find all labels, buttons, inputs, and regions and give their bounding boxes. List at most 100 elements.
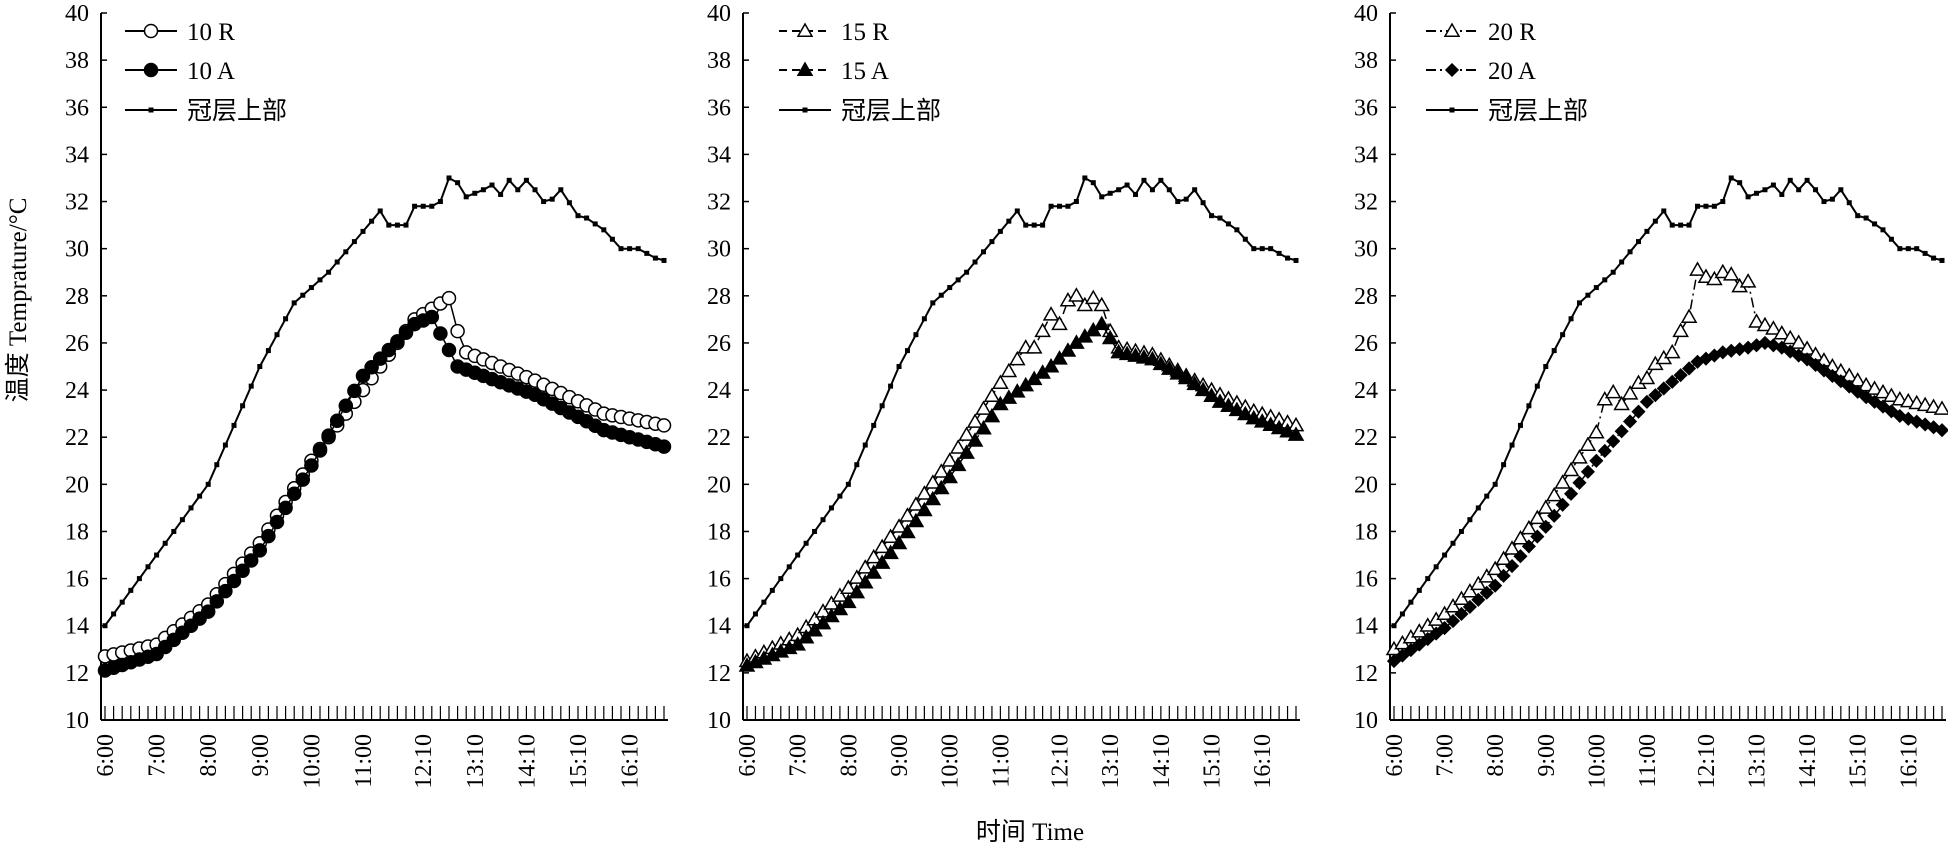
y-tick-label: 12 [1354, 661, 1378, 687]
y-tick-label: 40 [65, 1, 89, 27]
data-point [949, 439, 967, 454]
data-point [786, 564, 792, 570]
x-tick-label: 14:10 [514, 734, 540, 789]
data-point [1838, 187, 1844, 193]
data-point [1141, 177, 1147, 183]
data-point [283, 316, 289, 322]
data-point [145, 564, 151, 570]
y-tick-label: 30 [707, 237, 731, 263]
data-point [1084, 289, 1102, 305]
data-point [1268, 246, 1274, 252]
data-point [1429, 626, 1444, 641]
data-point [515, 187, 521, 193]
data-point [1934, 423, 1948, 438]
data-point [873, 554, 891, 569]
data-point [1680, 308, 1698, 324]
data-point [1251, 246, 1257, 252]
data-point [1597, 443, 1612, 459]
data-point [403, 222, 409, 228]
data-point [1606, 434, 1621, 449]
data-point [1042, 357, 1060, 373]
data-point [429, 203, 435, 209]
data-point [1057, 203, 1063, 209]
data-point [975, 420, 992, 435]
legend-swatch-marker [1449, 107, 1455, 113]
data-point [848, 569, 866, 584]
data-point [1149, 187, 1155, 193]
data-point [1501, 462, 1507, 468]
x-axis-title: 时间 Time [976, 818, 1084, 846]
data-point [1194, 381, 1212, 397]
data-point [899, 523, 916, 539]
data-point [1169, 365, 1187, 380]
data-point [1073, 199, 1079, 205]
data-point [1669, 222, 1675, 228]
data-point [1579, 436, 1597, 452]
data-point [1234, 227, 1240, 233]
data-point [879, 403, 885, 409]
data-point [1933, 400, 1948, 415]
data-point [584, 215, 590, 221]
data-point [1770, 182, 1776, 188]
data-point [1503, 540, 1521, 555]
legend-item: 冠层上部 [125, 97, 287, 125]
data-point [1051, 350, 1068, 365]
data-point [1220, 397, 1237, 412]
data-point [913, 332, 919, 338]
data-point [955, 277, 961, 283]
data-point [1939, 257, 1945, 263]
data-point [1006, 218, 1012, 224]
data-point [420, 203, 426, 209]
y-tick-label: 28 [1354, 284, 1378, 310]
legend-item: 20 A [1426, 58, 1536, 85]
data-point [1931, 255, 1937, 261]
data-point [592, 221, 598, 227]
data-point [441, 342, 457, 358]
series-20-r [1385, 261, 1948, 656]
data-point [1040, 222, 1046, 228]
data-point [890, 518, 908, 533]
x-tick-label: 8:00 [196, 734, 222, 777]
data-point [803, 540, 809, 546]
data-point [329, 413, 345, 428]
data-point [1833, 374, 1848, 389]
x-tick-label: 10:00 [1584, 734, 1610, 789]
data-point [1748, 313, 1765, 328]
y-tick-label: 32 [1354, 190, 1378, 216]
data-point [338, 398, 354, 414]
data-point [1639, 394, 1654, 409]
data-point [958, 426, 975, 441]
data-point [1399, 611, 1405, 617]
data-point [398, 325, 414, 340]
data-point [778, 576, 784, 582]
data-point [1031, 222, 1037, 228]
data-point [226, 573, 242, 589]
legend-label: 冠层上部 [1488, 97, 1588, 125]
data-point [1048, 203, 1054, 209]
data-point [983, 387, 1001, 402]
legend-item: 20 R [1426, 19, 1536, 46]
data-point [394, 222, 400, 228]
data-point [814, 614, 832, 630]
data-point [938, 292, 944, 298]
data-point [532, 187, 538, 193]
y-tick-label: 16 [707, 567, 731, 593]
data-point [1530, 529, 1545, 544]
data-point [1880, 227, 1886, 233]
data-point [1635, 239, 1641, 245]
y-tick-label: 36 [707, 95, 731, 121]
y-axis-title: 温度 Temprature/°C [4, 198, 32, 403]
x-tick-label: 14:10 [1795, 734, 1821, 789]
data-point [575, 213, 581, 219]
data-point [797, 629, 815, 644]
data-point [983, 407, 1001, 423]
data-point [424, 309, 440, 325]
x-tick-label: 8:00 [1483, 734, 1509, 777]
data-point [1673, 368, 1688, 383]
data-point [1538, 519, 1553, 534]
data-point [222, 442, 228, 448]
data-point [506, 177, 512, 183]
data-point [1781, 329, 1799, 345]
data-point [1695, 203, 1701, 209]
data-point [351, 239, 357, 245]
